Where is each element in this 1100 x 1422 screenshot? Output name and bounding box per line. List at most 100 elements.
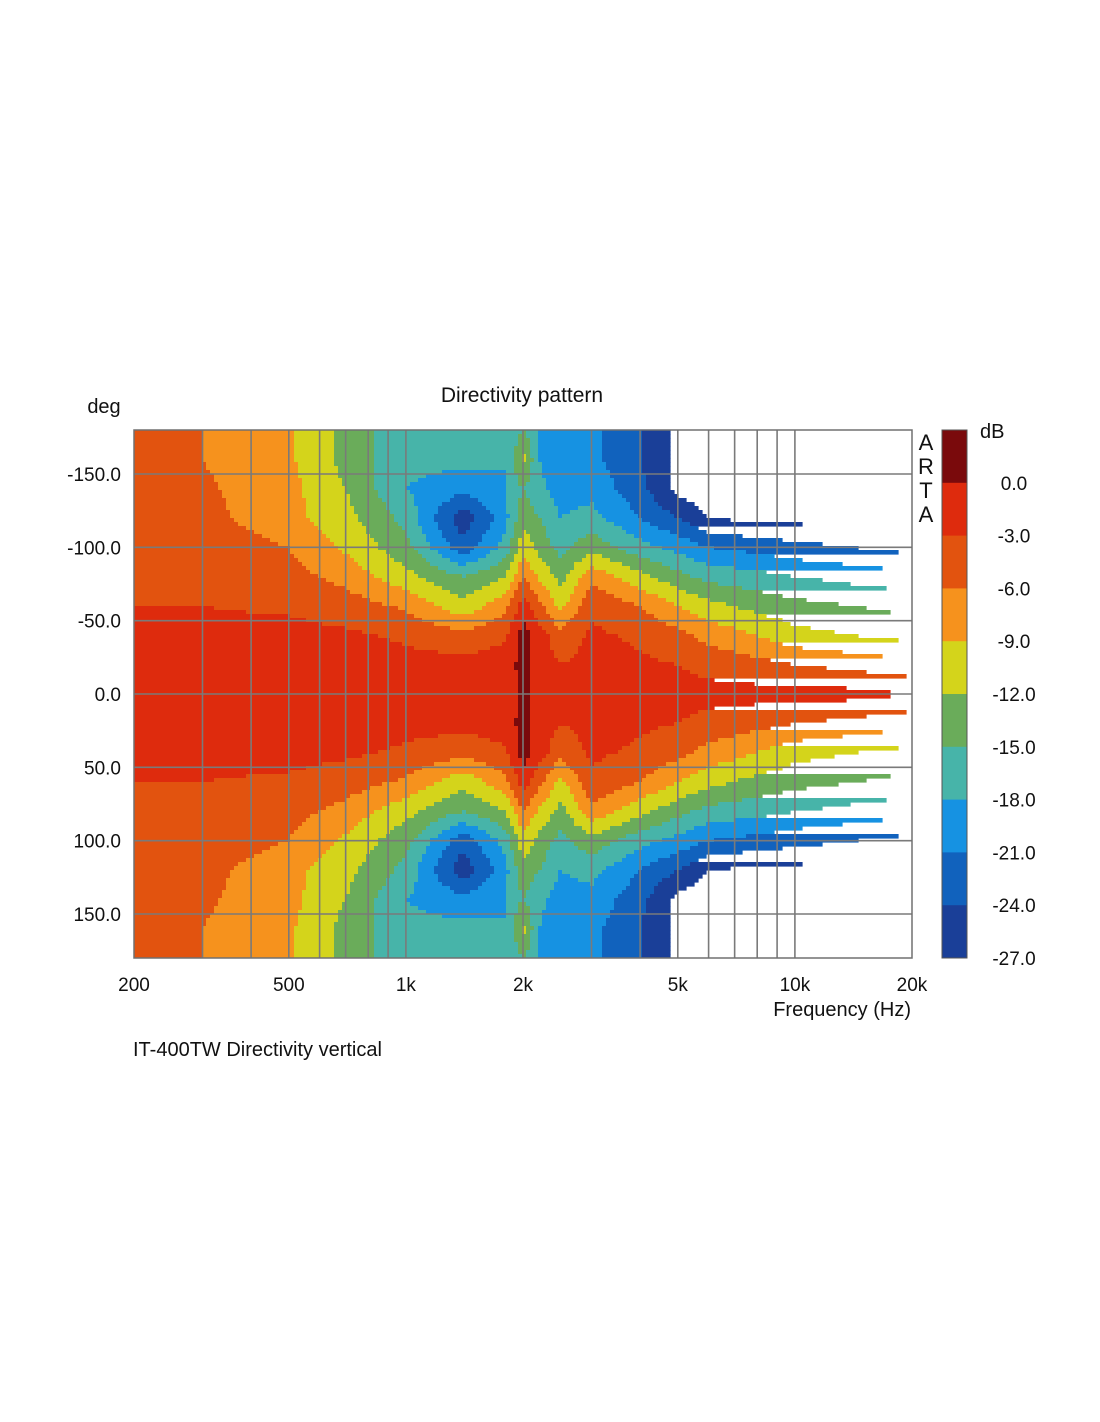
heatmap-cell <box>574 730 651 735</box>
heatmap-cell <box>450 758 475 763</box>
heatmap-cell <box>338 466 375 471</box>
heatmap-cell <box>594 818 631 823</box>
x-tick-label: 1k <box>396 975 417 996</box>
heatmap-cell <box>530 582 543 587</box>
y-tick-label: 100.0 <box>73 832 121 853</box>
heatmap-cell <box>550 538 579 543</box>
heatmap-cell <box>530 818 551 823</box>
brand-letter: T <box>919 478 932 503</box>
heatmap-cell <box>466 810 507 815</box>
heatmap-cell <box>526 530 547 535</box>
heatmap-cell <box>454 866 475 871</box>
heatmap-cell <box>634 602 675 607</box>
heatmap-cell <box>134 802 335 807</box>
heatmap-cell <box>542 910 611 915</box>
heatmap-cell <box>526 458 535 463</box>
heatmap-cell <box>478 842 499 847</box>
heatmap-cell <box>406 534 427 539</box>
heatmap-cell <box>526 930 531 935</box>
heatmap-cell <box>558 510 571 515</box>
heatmap-cell <box>510 514 519 519</box>
heatmap-cell <box>530 438 539 443</box>
heatmap-cell <box>510 762 523 767</box>
heatmap-cell <box>614 482 647 487</box>
heatmap-cell <box>598 874 635 879</box>
heatmap-cell <box>218 482 303 487</box>
heatmap-cell <box>418 906 507 911</box>
heatmap-cell <box>538 514 559 519</box>
heatmap-cell <box>134 506 227 511</box>
heatmap-cell <box>554 782 567 787</box>
heatmap-cell <box>602 554 639 559</box>
heatmap-cell <box>302 822 359 827</box>
heatmap-cell <box>362 790 419 795</box>
heatmap-cell <box>366 854 407 859</box>
heatmap-cell <box>594 882 631 887</box>
heatmap-cell <box>398 862 419 867</box>
colorbar-tick-label: -21.0 <box>992 843 1035 864</box>
heatmap-cell <box>622 822 663 827</box>
heatmap-cell <box>690 862 803 867</box>
heatmap-cell <box>510 626 523 631</box>
heatmap-cell <box>534 842 551 847</box>
heatmap-cell <box>454 890 471 895</box>
heatmap-cell <box>530 538 551 543</box>
heatmap-cell <box>654 498 687 503</box>
heatmap-cell <box>518 834 539 839</box>
heatmap-cell <box>374 922 515 927</box>
heatmap-cell <box>522 854 527 859</box>
heatmap-cell <box>642 866 683 871</box>
heatmap-cell <box>450 626 475 631</box>
heatmap-cell <box>562 554 587 559</box>
heatmap-cell <box>134 842 279 847</box>
heatmap-cell <box>518 682 531 687</box>
heatmap-cell <box>698 674 907 679</box>
heatmap-cell <box>134 578 327 583</box>
heatmap-cell <box>590 758 603 763</box>
heatmap-cell <box>402 858 423 863</box>
heatmap-cell <box>222 494 303 499</box>
heatmap-cell <box>578 802 631 807</box>
heatmap-cell <box>530 734 555 739</box>
heatmap-cell <box>654 494 679 499</box>
heatmap-cell <box>506 814 519 819</box>
heatmap-cell <box>642 946 671 951</box>
heatmap-cell <box>574 614 655 619</box>
heatmap-cell <box>402 642 503 647</box>
heatmap-cell <box>674 662 791 667</box>
heatmap-cell <box>674 514 707 519</box>
heatmap-cell <box>682 570 767 575</box>
heatmap-cell <box>510 822 519 827</box>
heatmap-cell <box>738 606 867 611</box>
heatmap-cell <box>514 862 543 867</box>
heatmap-cell <box>490 582 511 587</box>
heatmap-cell <box>374 538 411 543</box>
heatmap-cell <box>390 874 419 879</box>
x-tick-labels: 200 500 1k 2k 5k 10k 20k <box>118 975 928 996</box>
heatmap-cell <box>514 766 539 771</box>
heatmap-cell <box>418 790 459 795</box>
heatmap-cell <box>662 878 699 883</box>
heatmap-cell <box>550 814 571 819</box>
heatmap-cell <box>134 718 515 723</box>
heatmap-cell <box>490 862 507 867</box>
heatmap-cell <box>134 910 215 915</box>
heatmap-cell <box>134 738 415 743</box>
heatmap-cell <box>566 602 583 607</box>
heatmap-cell <box>506 518 519 523</box>
heatmap-cell <box>518 694 531 699</box>
heatmap-cell <box>526 950 539 955</box>
heatmap-cell <box>642 450 671 455</box>
heatmap-cell <box>566 834 627 839</box>
heatmap-cell <box>438 734 479 739</box>
heatmap-cell <box>486 782 511 787</box>
heatmap-cell <box>374 946 519 951</box>
heatmap-cell <box>602 946 643 951</box>
y-tick-label: 150.0 <box>73 905 121 926</box>
heatmap-cell <box>558 874 571 879</box>
heatmap-cell <box>518 498 531 503</box>
heatmap-cell <box>578 734 643 739</box>
heatmap-cell <box>406 854 423 859</box>
heatmap-cell <box>350 590 411 595</box>
